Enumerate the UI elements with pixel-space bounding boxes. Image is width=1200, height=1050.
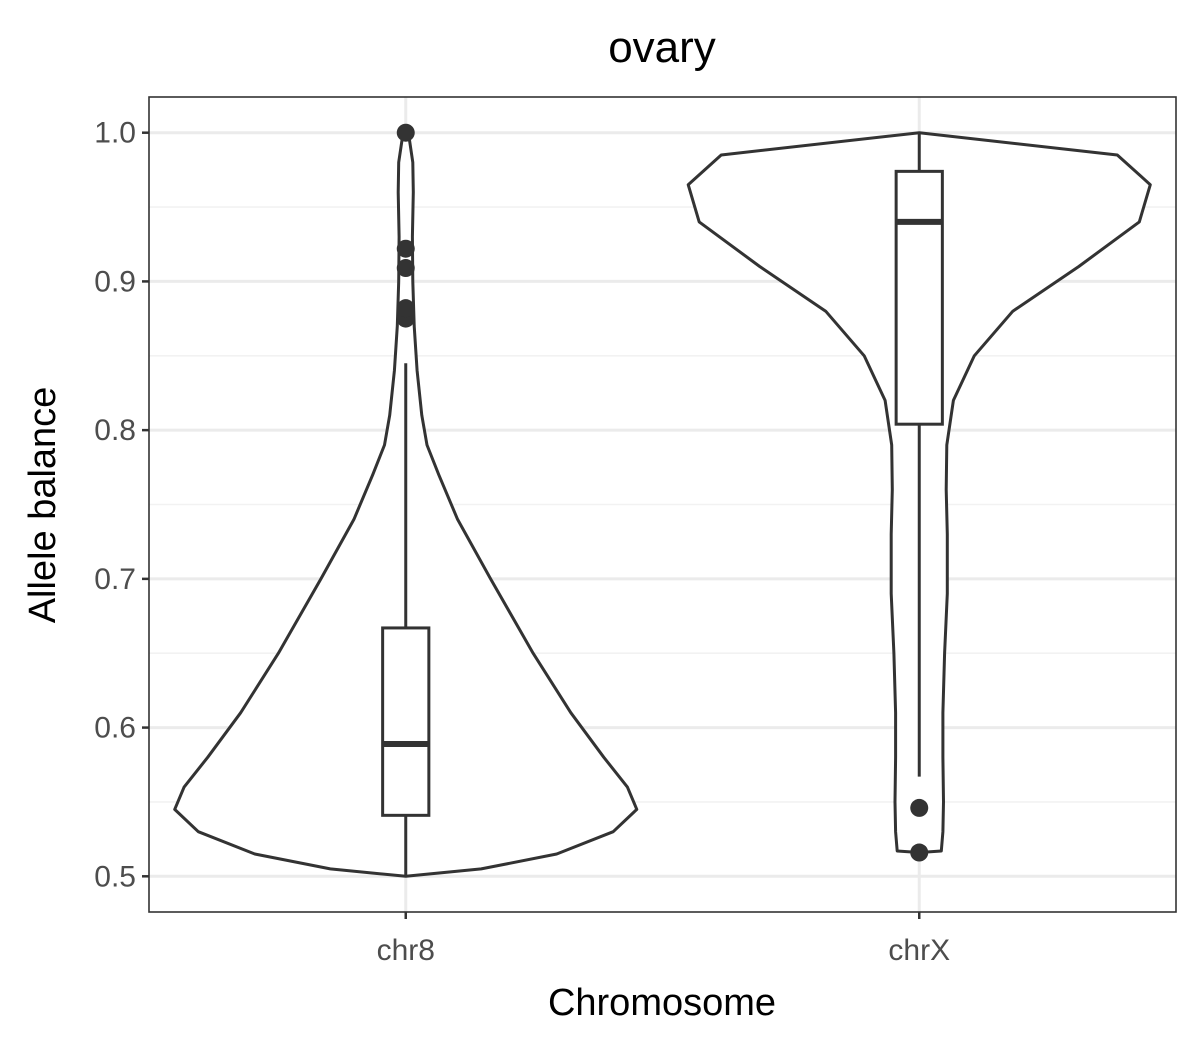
x-tick-label: chr8 [377,934,435,967]
y-tick-label: 0.6 [94,712,136,745]
x-axis: chr8 chrX [377,912,950,967]
violin-group-chrX [686,131,1152,862]
box-iqr [381,626,431,817]
y-axis: 0.5 0.6 0.7 0.8 0.9 1.0 [94,117,149,893]
y-tick-label: 0.8 [94,414,136,447]
outlier-point [910,843,929,862]
y-tick-label: 0.5 [94,860,136,893]
y-axis-title: Allele balance [22,387,64,624]
chart-title: ovary [608,23,716,72]
violins [173,123,1152,878]
box-iqr [894,169,944,426]
y-tick-label: 1.0 [94,117,136,150]
y-tick-label: 0.7 [94,563,136,596]
outlier-point [396,239,415,258]
y-tick-label: 0.9 [94,265,136,298]
panel-border [148,96,1177,913]
x-axis-title: Chromosome [548,982,776,1024]
x-tick-label: chrX [888,934,950,967]
outlier-point [396,299,415,318]
outlier-point [910,798,929,817]
outlier-point [396,259,415,278]
outlier-point [396,123,415,142]
violin-group-chr8 [173,123,639,878]
